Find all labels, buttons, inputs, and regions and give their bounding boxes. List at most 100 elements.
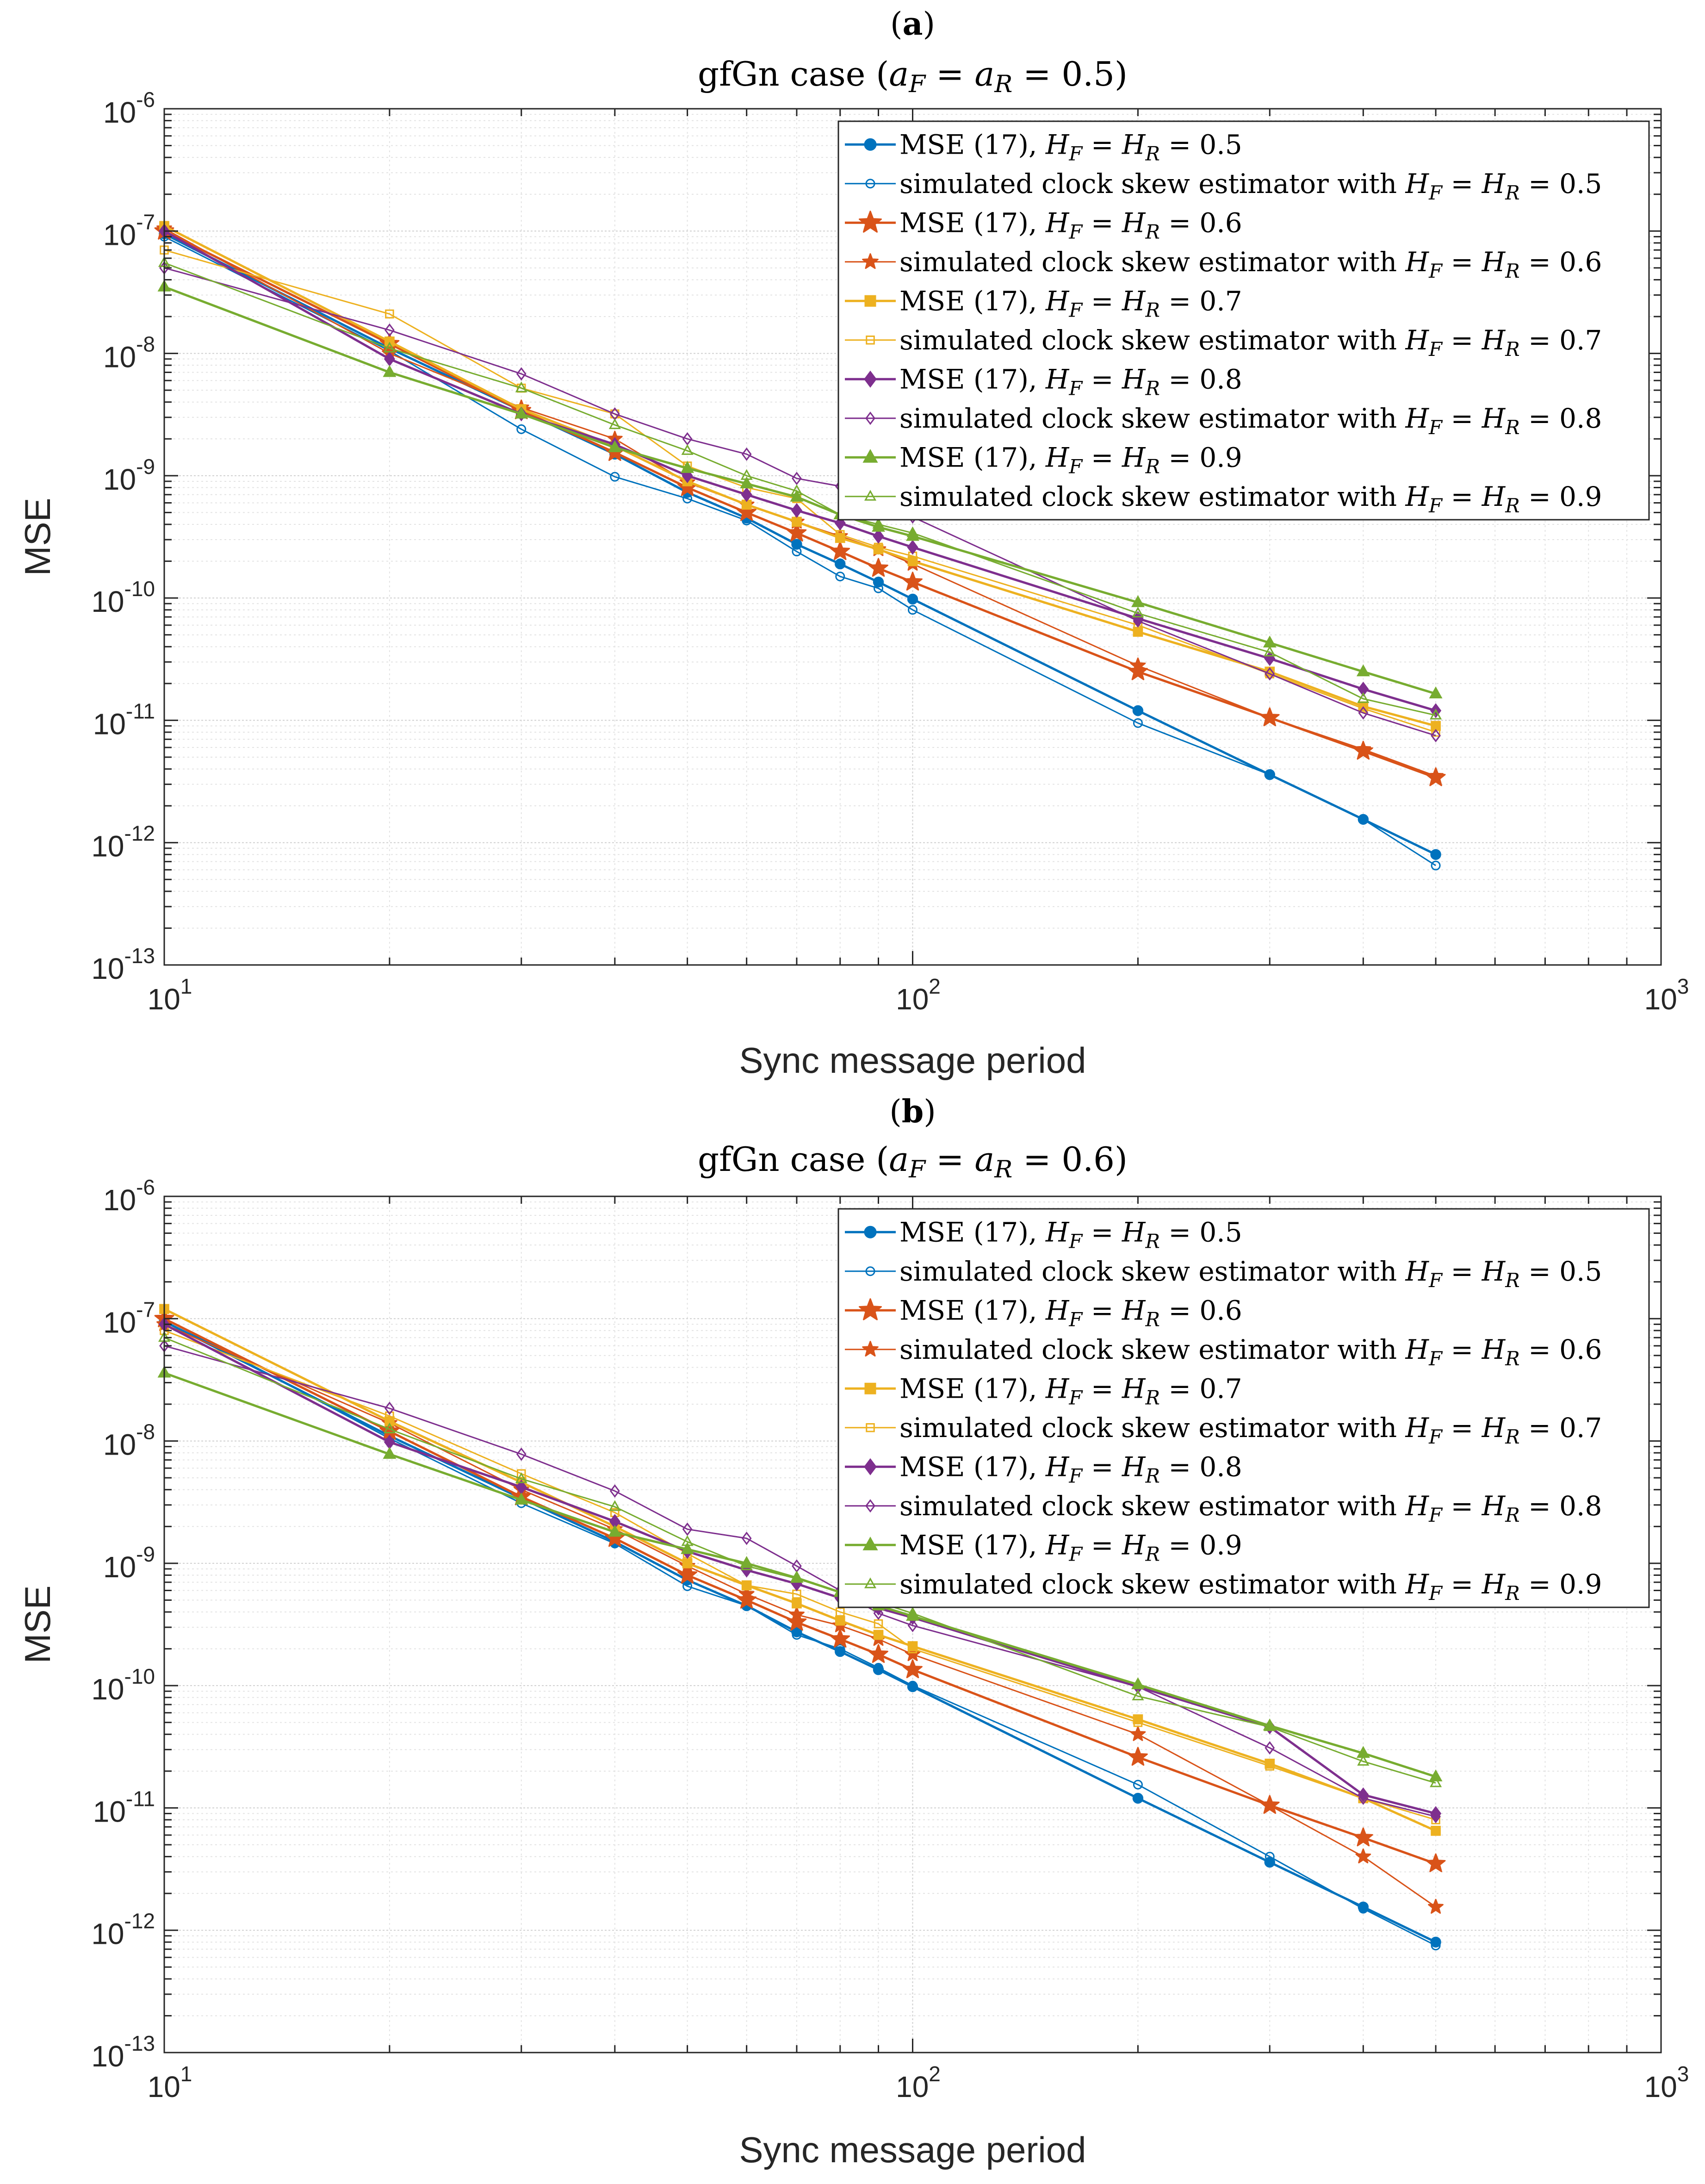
data-point	[1431, 728, 1440, 737]
data-point	[1265, 1761, 1274, 1771]
data-point	[677, 1565, 697, 1584]
data-point	[873, 529, 884, 544]
legend-item: MSE (17), HF​ = HR​ = 0.8	[845, 363, 1242, 399]
data-point	[1128, 1747, 1148, 1766]
data-point	[790, 484, 803, 495]
data-point	[1428, 768, 1444, 783]
legend-label: MSE (17), HF​ = HR​ = 0.8	[899, 363, 1242, 399]
chart-title: gfGn case (aF​ = aR​ = 0.6)	[698, 1140, 1128, 1183]
data-point	[835, 1615, 845, 1626]
series-line	[164, 236, 1436, 866]
series-line	[163, 1318, 1436, 1865]
legend-item: simulated clock skew estimator with HF​ …	[845, 324, 1602, 361]
panel-label: (b)	[889, 1093, 936, 1130]
data-point	[1430, 1806, 1442, 1821]
legend-item: MSE (17), HF​ = HR​ = 0.9	[845, 1529, 1242, 1565]
data-point	[792, 472, 802, 485]
y-tick-label: 10-7	[103, 210, 155, 251]
legend-marker	[862, 449, 878, 463]
legend-label: MSE (17), HF​ = HR​ = 0.9	[899, 1529, 1242, 1565]
data-point	[610, 472, 620, 482]
panel-label: (a)	[890, 6, 935, 43]
data-point	[682, 468, 693, 483]
data-point	[906, 526, 919, 537]
data-point	[1431, 1941, 1441, 1951]
legend-item: MSE (17), HF​ = HR​ = 0.8	[845, 1451, 1242, 1487]
data-point	[681, 444, 694, 455]
data-point	[384, 336, 395, 347]
data-point	[835, 1644, 845, 1654]
data-point	[873, 1663, 883, 1673]
data-point	[906, 1606, 919, 1618]
data-point	[385, 1411, 394, 1421]
legend-item: simulated clock skew estimator with HF​ …	[845, 403, 1602, 439]
data-point	[515, 381, 527, 392]
legend-item: simulated clock skew estimator with HF​ …	[845, 481, 1602, 517]
data-point	[1133, 1717, 1143, 1727]
legend-marker	[862, 1537, 878, 1550]
data-point	[1265, 770, 1275, 780]
data-point	[1358, 1792, 1369, 1805]
chart-title: gfGn case (aF​ = aR​ = 0.5)	[698, 55, 1128, 98]
data-point	[1133, 614, 1143, 628]
data-point	[906, 1609, 919, 1621]
data-point	[908, 1644, 918, 1654]
data-point	[1429, 686, 1443, 698]
series-line	[164, 1324, 1436, 1908]
legend-marker	[864, 1577, 877, 1588]
series-9	[158, 256, 1442, 720]
data-point	[681, 1542, 694, 1554]
legend-label: simulated clock skew estimator with HF​ …	[899, 246, 1602, 282]
series-line	[164, 267, 1436, 736]
data-point	[872, 517, 885, 529]
data-point	[681, 1535, 694, 1546]
legend-label: MSE (17), HF​ = HR​ = 0.6	[899, 207, 1242, 243]
data-point	[903, 1659, 923, 1679]
data-point	[1265, 1852, 1275, 1862]
data-point	[873, 1630, 884, 1640]
y-tick-label: 10-11	[93, 1786, 155, 1828]
data-point	[1264, 1720, 1276, 1731]
data-point	[906, 529, 919, 541]
y-tick-label: 10-6	[103, 1175, 155, 1217]
legend-label: simulated clock skew estimator with HF​ …	[899, 1334, 1602, 1370]
legend-item: MSE (17), HF​ = HR​ = 0.9	[845, 442, 1242, 478]
legend-item: simulated clock skew estimator with HF​ …	[845, 1412, 1602, 1448]
data-point	[789, 1606, 805, 1622]
legend-item: simulated clock skew estimator with HF​ …	[845, 1568, 1602, 1605]
legend-label: MSE (17), HF​ = HR​ = 0.8	[899, 1451, 1242, 1487]
series-line	[164, 1318, 1436, 1947]
data-point	[868, 558, 888, 577]
data-point	[740, 469, 753, 480]
data-point	[384, 1401, 395, 1415]
data-point	[605, 1528, 625, 1547]
data-point	[907, 1618, 918, 1632]
legend-item: simulated clock skew estimator with HF​ …	[845, 168, 1602, 204]
x-tick-label: 101	[148, 974, 192, 1016]
data-point	[1133, 1780, 1143, 1790]
chart-panel-0: 10-13 10-12 10-11 10-10 10-9 10-8 10-7 10-6 101 1…	[17, 6, 1689, 1081]
y-tick-label: 10-9	[103, 454, 155, 496]
data-point	[907, 540, 918, 555]
legend-box	[837, 1208, 1650, 1608]
legend-item: simulated clock skew estimator with HF​ …	[845, 1256, 1602, 1292]
x-tick-label: 102	[896, 2062, 941, 2103]
legend-label: simulated clock skew estimator with HF​ …	[899, 324, 1602, 361]
data-point	[908, 1680, 918, 1691]
legend-label: simulated clock skew estimator with HF​ …	[899, 1568, 1602, 1605]
data-point	[835, 530, 845, 539]
data-point	[1426, 1853, 1446, 1873]
legend-label: simulated clock skew estimator with HF​ …	[899, 1490, 1602, 1526]
legend: MSE (17), HF​ = HR​ = 0.5 simulated clock…	[837, 1208, 1650, 1608]
y-tick-label: 10-11	[93, 699, 155, 740]
data-point	[1132, 1689, 1144, 1700]
data-point	[1262, 1797, 1278, 1812]
data-point	[1264, 646, 1276, 657]
data-point	[792, 516, 802, 527]
data-point	[1429, 1769, 1443, 1781]
data-point	[681, 460, 694, 473]
legend-marker	[865, 1266, 875, 1276]
series-line	[164, 262, 1436, 716]
y-tick-label: 10-8	[103, 1420, 155, 1462]
data-point	[873, 583, 883, 593]
